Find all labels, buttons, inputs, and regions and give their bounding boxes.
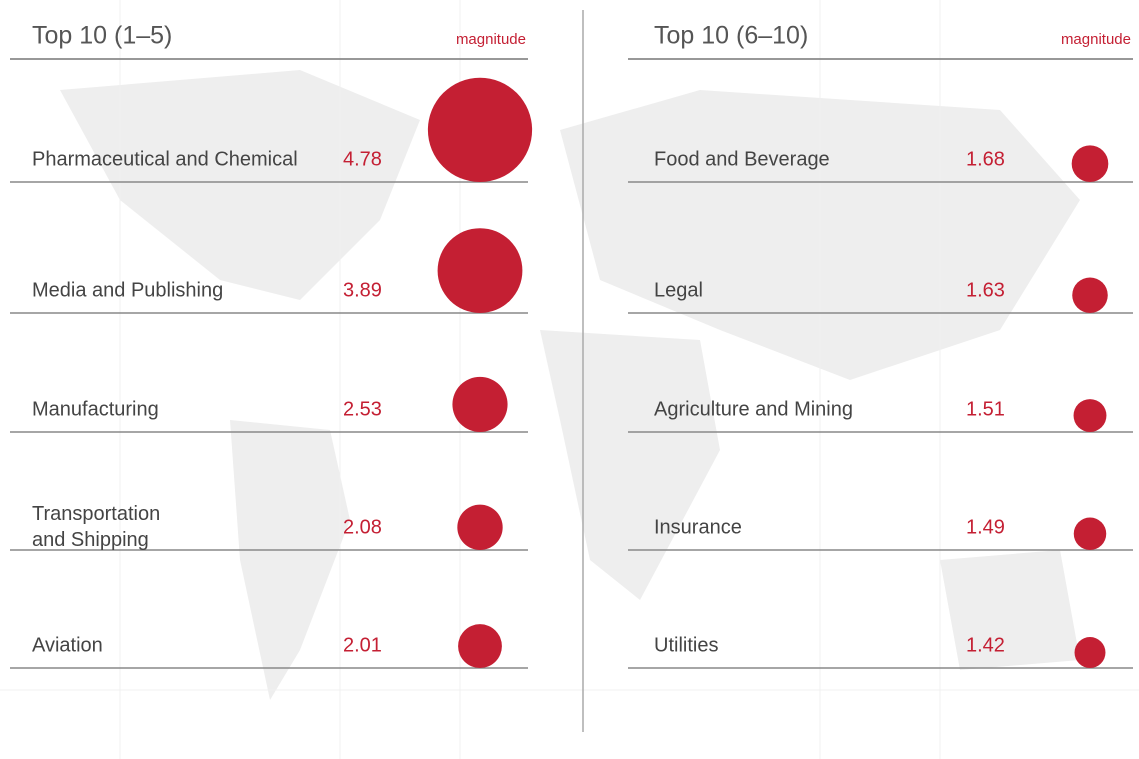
- value-text: 1.51: [966, 398, 1005, 420]
- bubble: [1074, 637, 1106, 668]
- category-label: Agriculture and Mining: [654, 398, 853, 420]
- value-text: 2.08: [343, 516, 382, 538]
- category-label: Insurance: [654, 516, 742, 538]
- category-label: Legal: [654, 279, 703, 301]
- value-label: magnitude: [1061, 31, 1131, 48]
- bubble: [452, 376, 508, 432]
- category-label: Food and Beverage: [654, 148, 830, 170]
- category-label: Media and Publishing: [32, 279, 223, 301]
- value-text: 3.89: [343, 279, 382, 301]
- value-text: 2.01: [343, 634, 382, 656]
- value-label: magnitude: [456, 31, 526, 48]
- category-label: Utilities: [654, 634, 718, 656]
- value-text: 1.42: [966, 634, 1005, 656]
- bubble: [1073, 399, 1107, 432]
- category-label: Pharmaceutical and Chemical: [32, 148, 298, 170]
- bubble: [1071, 145, 1109, 182]
- bubble: [1073, 517, 1107, 550]
- value-text: 1.63: [966, 279, 1005, 301]
- bubble: [1072, 277, 1108, 313]
- panel-title: Top 10 (1–5): [32, 22, 172, 50]
- value-text: 1.68: [966, 148, 1005, 170]
- value-text: 1.49: [966, 516, 1005, 538]
- category-label: Aviation: [32, 634, 103, 656]
- bubble: [437, 228, 523, 313]
- category-label: Transportation and Shipping: [32, 503, 160, 551]
- map-background: [60, 70, 1080, 700]
- bubble: [427, 77, 533, 182]
- category-label: Manufacturing: [32, 398, 159, 420]
- value-text: 2.53: [343, 398, 382, 420]
- value-text: 4.78: [343, 148, 382, 170]
- bubble: [457, 504, 503, 550]
- bubble: [458, 624, 502, 668]
- panel-title: Top 10 (6–10): [654, 22, 808, 50]
